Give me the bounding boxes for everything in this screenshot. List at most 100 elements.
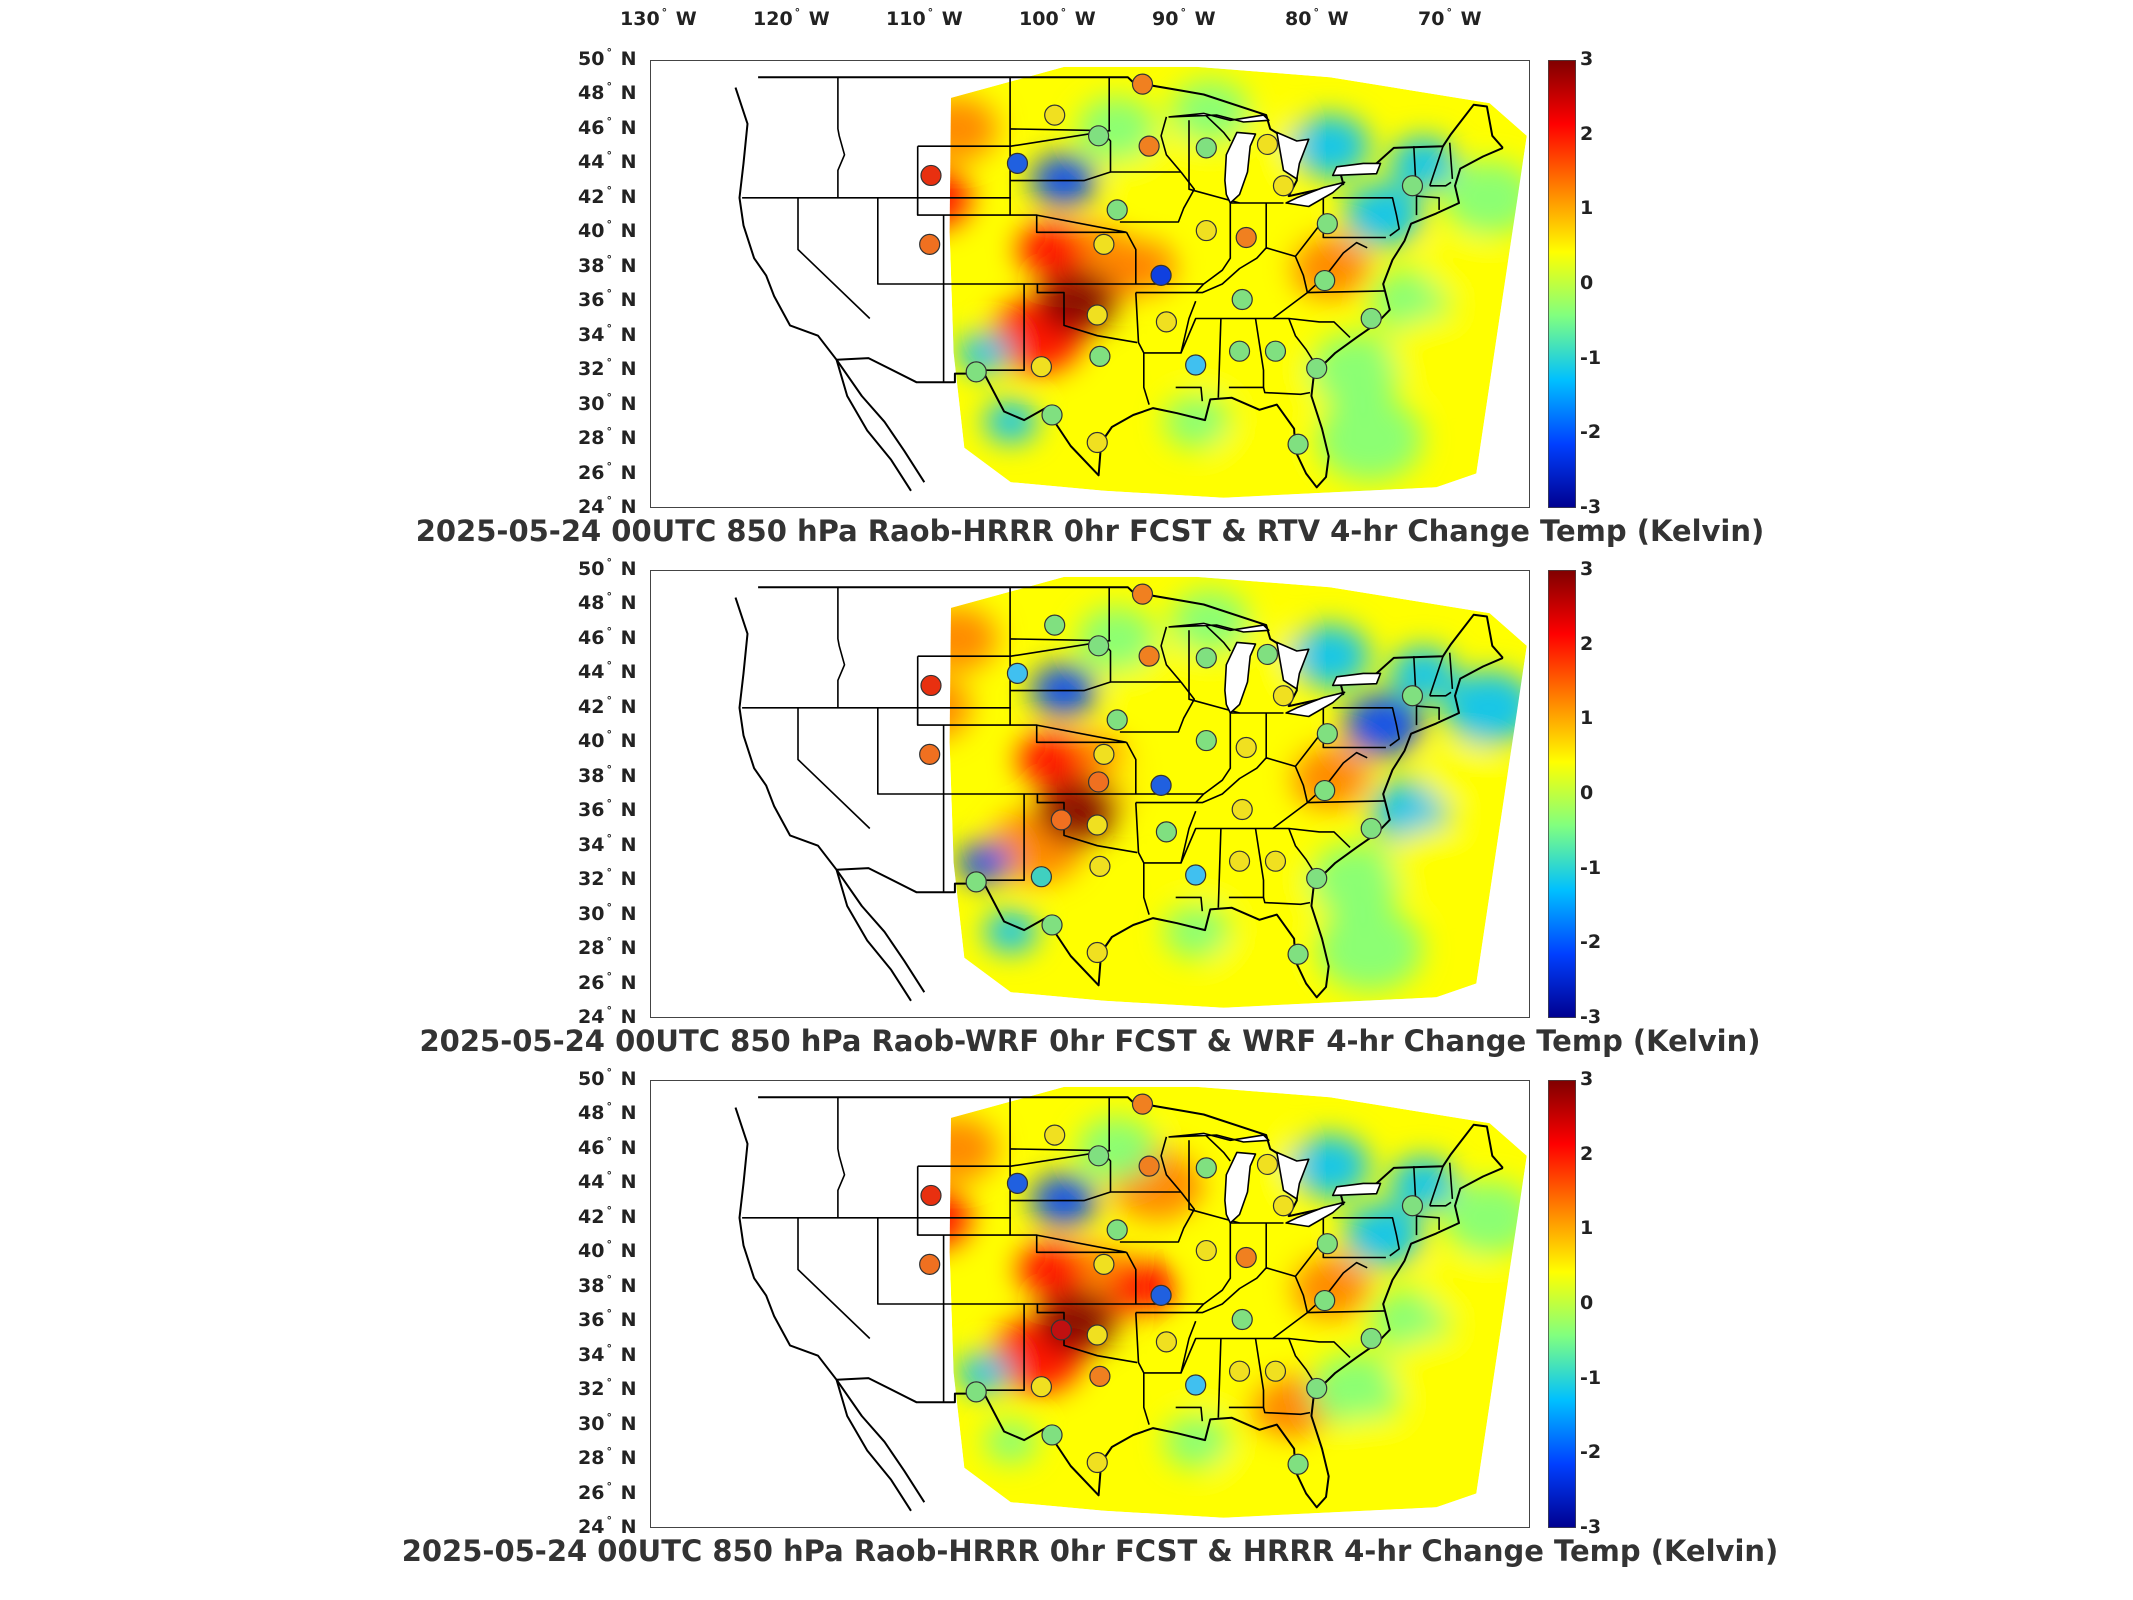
lat-value: 44 [578, 661, 605, 684]
lat-value: 32 [578, 358, 605, 381]
lon-label: 70 ° W [1418, 6, 1482, 30]
station-marker [1155, 821, 1178, 843]
map-panel-3 [650, 1080, 1530, 1528]
station-marker [919, 1253, 941, 1275]
degree-sign: ° [1313, 6, 1319, 19]
station-marker [1089, 345, 1111, 367]
station-marker [1316, 1233, 1338, 1255]
colorbar-tick-label: -2 [1580, 421, 1602, 444]
lon-value: 90 [1152, 8, 1179, 30]
lat-suffix: N [613, 1447, 637, 1470]
lat-value: 44 [578, 1171, 605, 1194]
station-marker [1089, 855, 1111, 877]
lat-suffix: N [613, 1102, 637, 1125]
lat-suffix: N [613, 1136, 637, 1159]
lat-suffix: N [613, 82, 637, 105]
degree-sign: ° [606, 1169, 612, 1183]
station-marker [1228, 1360, 1251, 1382]
lat-label: 38 ° N [578, 763, 636, 787]
station-marker [919, 233, 941, 255]
lat-value: 28 [578, 937, 605, 960]
lat-label: 26 ° N [578, 460, 636, 484]
station-marker [1138, 1155, 1160, 1177]
lat-label: 40 ° N [578, 218, 636, 242]
colorbar-tick-label: 2 [1580, 122, 1594, 145]
station-marker [1195, 1157, 1217, 1179]
station-marker [1086, 431, 1108, 454]
lat-value: 30 [578, 902, 605, 925]
colorbar-tick-label: 1 [1580, 1217, 1594, 1240]
colorbar-tick-label: 3 [1580, 48, 1594, 70]
colorbar-tick-label: 2 [1580, 1142, 1594, 1165]
degree-sign: ° [606, 1514, 612, 1527]
lat-label: 28 ° N [578, 425, 636, 449]
degree-sign: ° [606, 693, 612, 707]
lat-label: 48 ° N [578, 80, 637, 105]
degree-sign: ° [794, 6, 801, 19]
lat-suffix: N [613, 116, 637, 139]
colorbar-tick-label: -1 [1580, 1366, 1602, 1389]
lat-suffix: N [613, 1412, 637, 1435]
station-marker [1044, 614, 1066, 636]
lon-value: 130 [620, 8, 660, 30]
lon-label: 130 ° W [620, 6, 697, 30]
degree-sign: ° [606, 1479, 612, 1493]
degree-sign: ° [661, 6, 668, 19]
lat-suffix: N [613, 695, 637, 718]
colorbar-tick-label: 0 [1580, 272, 1594, 294]
lat-label: 38 ° N [578, 1273, 636, 1297]
lat-label: 46 ° N [578, 115, 637, 139]
lat-suffix: N [613, 1516, 637, 1538]
degree-sign: ° [606, 390, 612, 404]
lon-label: 110 ° W [886, 6, 963, 30]
panel-title: 2025-05-24 00UTC 850 hPa Raob-HRRR 0hr F… [415, 514, 1765, 548]
station-marker [965, 1381, 987, 1403]
station-marker [965, 871, 987, 893]
station-marker [1401, 685, 1424, 707]
lat-value: 42 [578, 185, 605, 208]
degree-sign: ° [606, 252, 612, 266]
lat-value: 24 [578, 1006, 605, 1028]
station-marker [1235, 736, 1257, 759]
lat-label: 36 ° N [578, 1307, 636, 1332]
station-marker [1041, 404, 1063, 426]
lat-value: 36 [578, 799, 605, 822]
lat-label: 46 ° N [578, 625, 636, 649]
station-marker [1287, 943, 1309, 965]
degree-sign: ° [606, 900, 612, 914]
lat-suffix: N [613, 1068, 637, 1090]
lat-suffix: N [613, 730, 637, 753]
lat-suffix: N [613, 1343, 637, 1366]
station-marker [1256, 643, 1279, 666]
raob-stations [919, 73, 1424, 455]
station-marker [1030, 866, 1052, 888]
lat-value: 34 [578, 1343, 605, 1366]
station-marker [1316, 213, 1338, 235]
lat-label: 26 ° N [578, 970, 636, 994]
station-marker [1264, 1360, 1287, 1382]
colorbar-tick-label: 3 [1580, 558, 1594, 580]
station-marker [1314, 779, 1336, 802]
degree-sign: ° [606, 866, 612, 880]
degree-sign: ° [606, 321, 612, 335]
lat-label: 48 ° N [578, 1100, 637, 1125]
lat-label: 42 ° N [578, 693, 637, 718]
station-marker [1086, 814, 1108, 836]
lat-value: 36 [578, 1309, 605, 1332]
state-borders [734, 76, 1504, 492]
lat-suffix: N [613, 151, 637, 174]
station-marker [1256, 133, 1279, 156]
station-marker [1314, 269, 1336, 292]
station-marker [1185, 1374, 1207, 1396]
lat-label: 30 ° N [578, 900, 636, 925]
station-marker [1316, 723, 1338, 745]
lat-suffix: N [613, 185, 637, 208]
degree-sign: ° [606, 556, 612, 569]
lat-suffix: N [613, 254, 637, 277]
station-marker [1093, 1253, 1115, 1275]
station-marker [1050, 809, 1072, 831]
lon-value: 70 [1418, 8, 1445, 30]
lat-value: 32 [578, 868, 605, 891]
degree-sign: ° [606, 1004, 612, 1017]
colorbar [1548, 1080, 1576, 1528]
